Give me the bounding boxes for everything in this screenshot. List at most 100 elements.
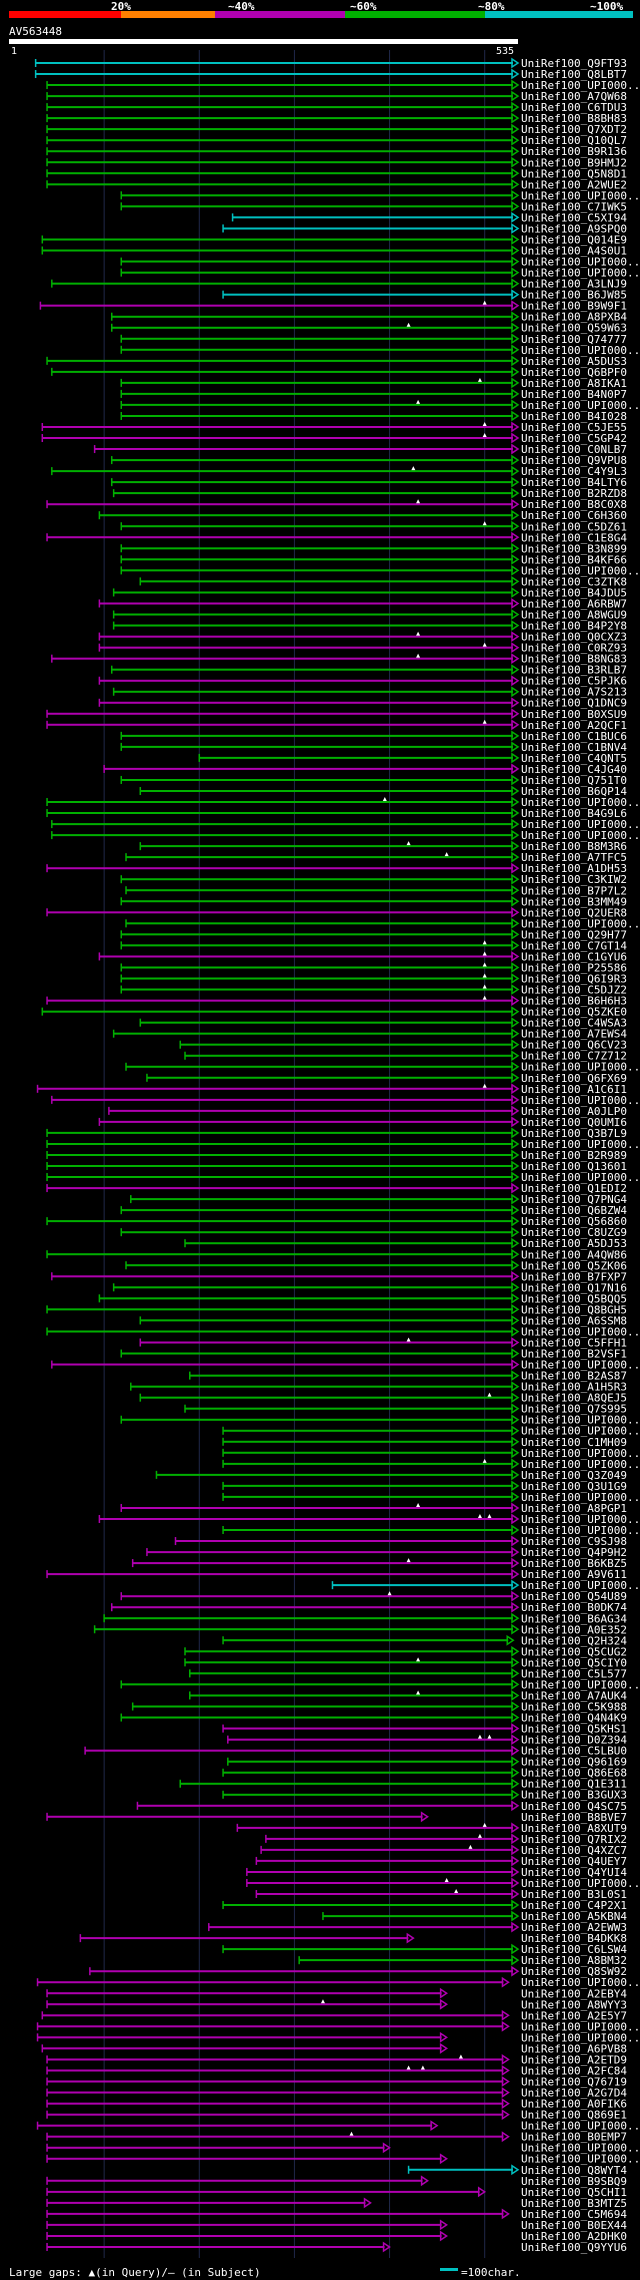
hit-row: UniRef100_A7TFC5 <box>125 851 627 864</box>
hit-label: UniRef100_Q6BPF0 <box>521 366 627 379</box>
hit-arrow <box>511 542 520 554</box>
hit-arrow <box>511 1072 520 1084</box>
hit-label: UniRef100_UPI000... <box>521 1171 640 1184</box>
hit-label: UniRef100_Q13601 <box>521 1160 627 1173</box>
hit-arrow <box>420 1811 429 1823</box>
hit-row: UniRef100_UPI000... <box>46 79 640 92</box>
hit-row: UniRef100_C5JE55 <box>41 421 627 434</box>
hit-arrow <box>511 101 520 113</box>
hit-row: UniRef100_A9V611 <box>46 1568 627 1581</box>
hit-row: UniRef100_Q6BPF0 <box>51 366 627 379</box>
hit-arrow <box>511 421 520 433</box>
hit-label: UniRef100_Q8LBT7 <box>521 68 627 81</box>
hit-arrow <box>511 234 520 245</box>
hit-arrow <box>511 399 520 411</box>
hit-label: UniRef100_C5PJK6 <box>521 675 627 688</box>
hit-label: UniRef100_Q3Z049 <box>521 1469 627 1482</box>
hit-label: UniRef100_A2WUE2 <box>521 178 627 191</box>
hit-label: UniRef100_C1BNV4 <box>521 741 627 754</box>
gap-marker <box>482 421 487 426</box>
hit-row: UniRef100_Q13601 <box>46 1160 627 1173</box>
hit-row: UniRef100_A2QCF1 <box>46 719 627 732</box>
hit-arrow <box>511 112 520 124</box>
hit-row: UniRef100_Q9VPU8 <box>111 454 627 467</box>
hit-arrow <box>511 487 520 499</box>
hit-label: UniRef100_B4JDU5 <box>521 586 627 599</box>
hit-arrow <box>511 212 520 223</box>
hit-label: UniRef100_C5XI94 <box>521 211 627 224</box>
hit-label: UniRef100_A5DJ53 <box>521 1237 627 1250</box>
query-id: AV563448 <box>9 25 62 38</box>
hit-arrow <box>511 333 520 345</box>
hit-label: UniRef100_Q4SC75 <box>521 1800 627 1813</box>
hit-arrow <box>506 1634 515 1646</box>
hit-row: UniRef100_B2RZD8 <box>112 487 627 500</box>
hit-label: UniRef100_Q4XZC7 <box>521 1844 627 1857</box>
hit-label: UniRef100_C4QNT5 <box>521 752 627 765</box>
hit-arrow <box>511 1590 520 1602</box>
hit-row: UniRef100_A6SSM8 <box>139 1314 627 1327</box>
hit-row: UniRef100_C3KIW2 <box>120 873 627 886</box>
hit-row: UniRef100_Q751T0 <box>120 774 627 787</box>
hit-row: UniRef100_Q4YUI4 <box>246 1866 627 1879</box>
hit-arrow <box>511 1105 520 1117</box>
hit-arrow <box>511 1822 520 1834</box>
gap-marker <box>416 399 421 404</box>
hit-label: UniRef100_A7S213 <box>521 686 627 699</box>
hit-row: UniRef100_A5KBN4 <box>322 1910 627 1923</box>
hit-label: UniRef100_Q1DNC9 <box>521 697 627 710</box>
hit-label: UniRef100_UPI000... <box>521 1524 640 1537</box>
hit-label: UniRef100_P25586 <box>521 961 627 974</box>
hit-arrow <box>511 719 520 731</box>
hit-label: UniRef100_Q6FX69 <box>521 1072 627 1085</box>
hit-label: UniRef100_A3LNJ9 <box>521 278 627 291</box>
hit-arrow <box>511 1381 520 1393</box>
hit-row: UniRef100_A7AUK4 <box>189 1689 627 1702</box>
hit-label: UniRef100_C7IWK5 <box>521 200 627 213</box>
legend-label-80: ~80% <box>478 0 505 13</box>
hit-label: UniRef100_C9SJ98 <box>521 1535 627 1548</box>
hit-label: UniRef100_A7TFC5 <box>521 851 627 864</box>
hit-arrow <box>511 951 520 962</box>
hit-label: UniRef100_A8PXB4 <box>521 311 627 324</box>
hit-row: UniRef100_UPI000... <box>98 1513 640 1526</box>
hit-row: UniRef100_UPI000... <box>120 1414 640 1427</box>
hit-label: UniRef100_UPI000... <box>521 1976 640 1989</box>
hit-arrow <box>511 609 520 620</box>
hit-arrow <box>511 476 520 488</box>
hit-row: UniRef100_C9SJ98 <box>174 1535 627 1548</box>
hit-arrow <box>511 1447 520 1459</box>
hit-row: UniRef100_A8WGU9 <box>112 609 627 622</box>
hit-arrow <box>511 940 520 951</box>
hit-label: UniRef100_C1GYU6 <box>521 950 627 963</box>
hit-label: UniRef100_Q6I9R3 <box>521 973 627 986</box>
hit-row: UniRef100_C5M694 <box>46 2208 627 2221</box>
hit-label: UniRef100_B3GUX3 <box>521 1789 627 1802</box>
hit-arrow <box>511 1491 520 1503</box>
hit-label: UniRef100_UPI000... <box>521 2031 640 2044</box>
hit-label: UniRef100_A8BM32 <box>521 1954 627 1967</box>
hit-arrow <box>511 895 520 907</box>
hit-label: UniRef100_B9W9F1 <box>521 300 627 313</box>
hit-arrow <box>511 167 520 179</box>
hit-row: UniRef100_B6H6H3 <box>46 995 627 1008</box>
hit-arrow <box>511 1535 520 1547</box>
hit-label: UniRef100_Q6BZW4 <box>521 1204 627 1217</box>
hit-label: UniRef100_Q5N8D1 <box>521 167 627 180</box>
hit-row: UniRef100_Q4SC75 <box>136 1800 627 1813</box>
hit-row: UniRef100_Q4UEY7 <box>255 1855 627 1868</box>
hit-label: UniRef100_A0JLP0 <box>521 1105 627 1118</box>
hit-row: UniRef100_Q7XDT2 <box>46 123 627 136</box>
hit-row: UniRef100_B3L0S1 <box>255 1888 627 1901</box>
hit-label: UniRef100_B3N899 <box>521 542 627 555</box>
hit-row: UniRef100_Q9YYU6 <box>46 2241 627 2254</box>
hit-row: UniRef100_UPI000... <box>46 796 640 809</box>
gap-marker <box>406 841 411 846</box>
hit-row: UniRef100_Q74777 <box>120 333 627 346</box>
gap-marker <box>468 1844 473 1849</box>
hit-row: UniRef100_C6LSW4 <box>222 1943 627 1956</box>
hit-label: UniRef100_UPI000... <box>521 796 640 809</box>
hit-row: UniRef100_C1GYU6 <box>98 950 627 963</box>
hit-arrow <box>511 785 520 797</box>
gap-marker <box>477 1734 482 1739</box>
